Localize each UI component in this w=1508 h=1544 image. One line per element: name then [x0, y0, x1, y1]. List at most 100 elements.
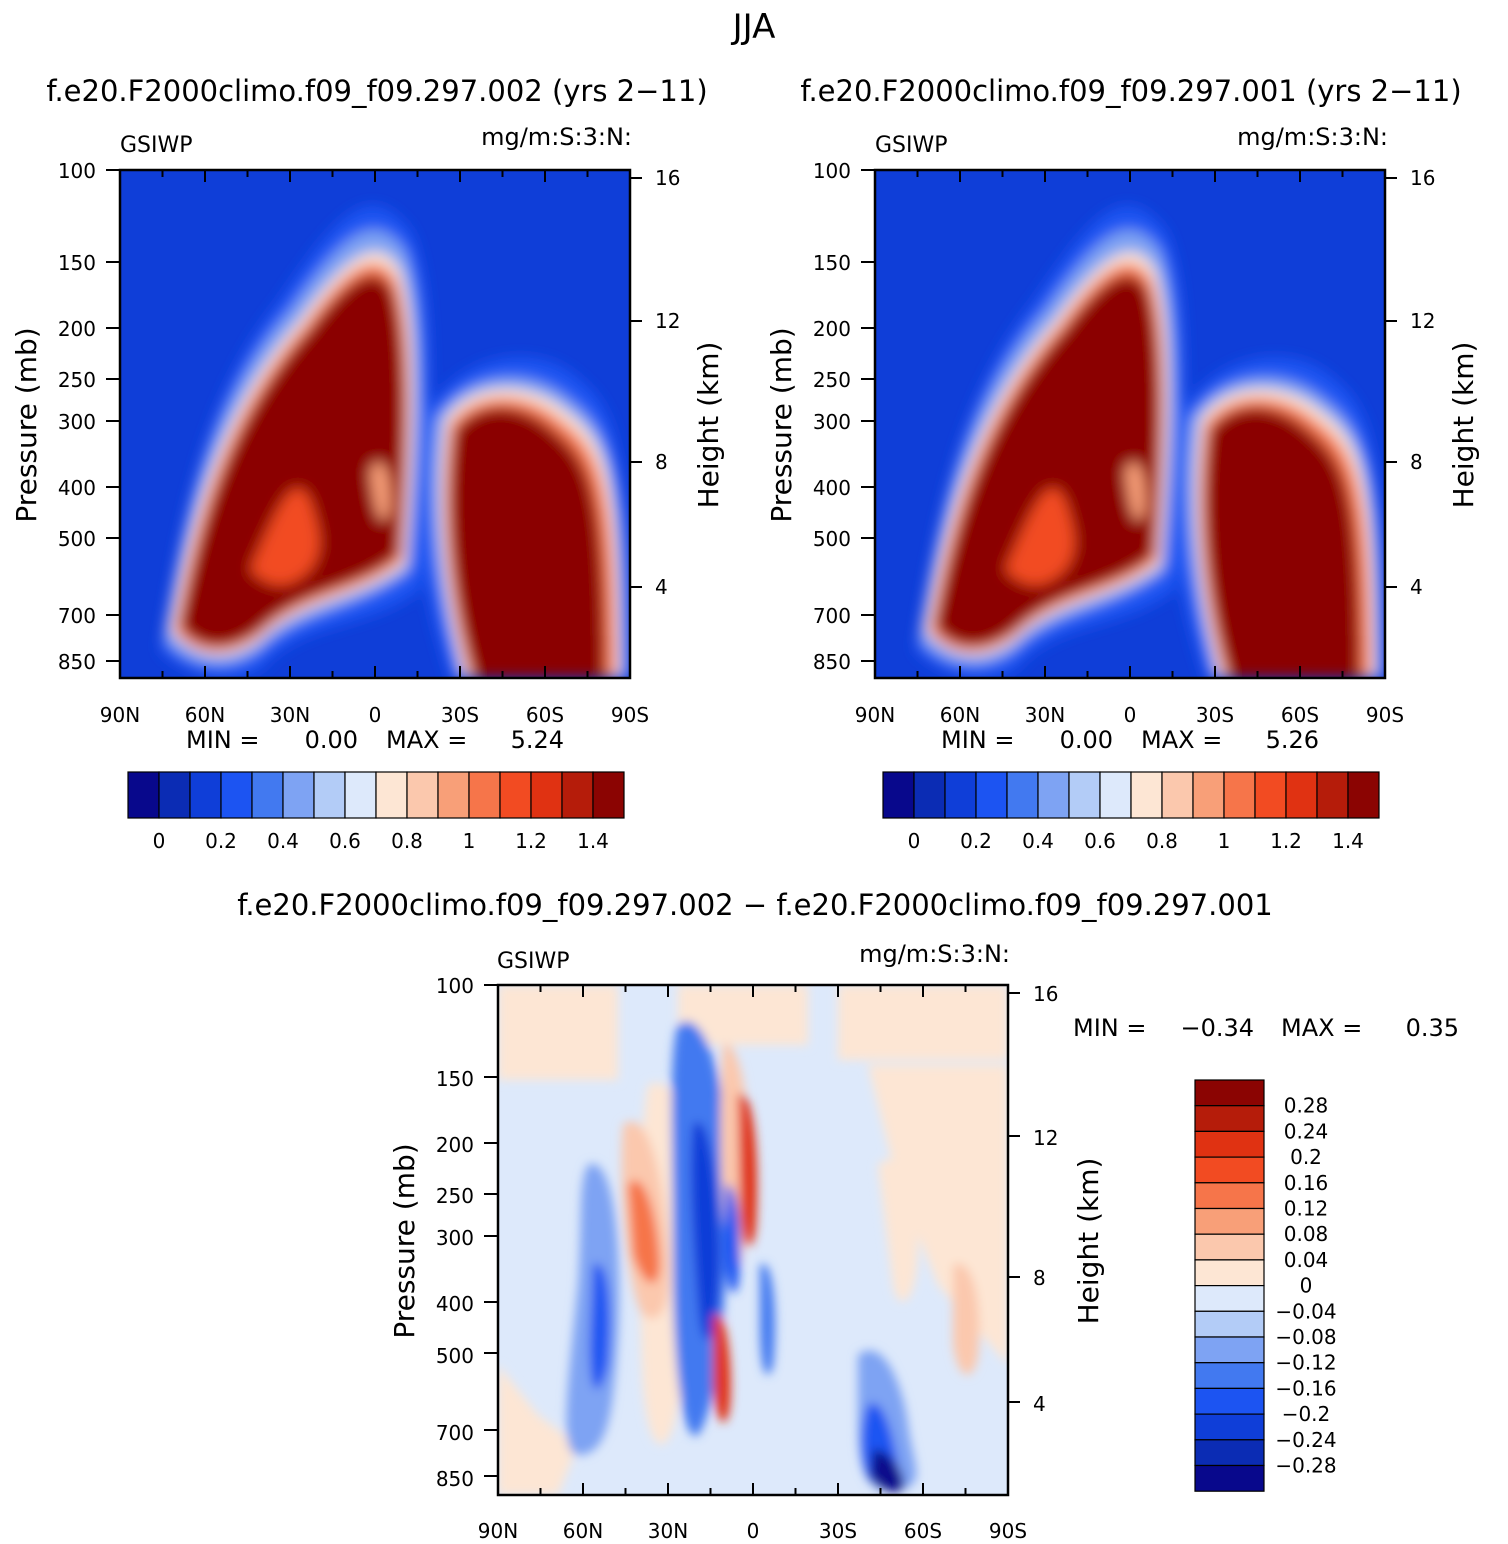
colorbar-swatch	[1194, 1105, 1265, 1132]
y-tick-label: 150	[436, 1067, 474, 1091]
colorbar-swatch	[313, 771, 346, 819]
contour-field	[498, 985, 1008, 1495]
colorbar-label: 0.28	[1284, 1094, 1329, 1118]
colorbar-swatch	[1068, 771, 1101, 819]
x-tick-label: 90N	[855, 703, 895, 727]
min-label: MIN =	[941, 726, 1014, 754]
colorbar-swatch	[499, 771, 532, 819]
colorbar-swatch	[1223, 771, 1256, 819]
colorbar-swatch	[282, 771, 315, 819]
y-tick-label: 100	[436, 974, 474, 998]
units-label: mg/m:S:3:N:	[1237, 123, 1388, 151]
colorbar-swatch	[189, 771, 222, 819]
colorbar-label: 0.24	[1284, 1119, 1329, 1143]
colorbar-swatch	[1194, 1079, 1265, 1107]
colorbar-swatch	[1194, 1362, 1265, 1389]
colorbar-label: 0.6	[329, 829, 361, 853]
max-value: 5.26	[1266, 726, 1319, 754]
y-tick-label: 150	[58, 251, 96, 275]
colorbar-label: 0.6	[1084, 829, 1116, 853]
colorbar-swatch	[344, 771, 377, 819]
colorbar-swatch	[975, 771, 1008, 819]
colorbar-swatch	[1254, 771, 1287, 819]
y-tick-label: 700	[58, 604, 96, 628]
x-axis: 90N 60N 30N 0 30S 60S 90S	[100, 703, 649, 727]
colorbar-swatch	[1130, 771, 1163, 819]
y2-tick-label: 16	[1033, 982, 1058, 1006]
x-tick-label: 0	[1124, 703, 1137, 727]
max-label: MAX =	[1281, 1014, 1362, 1042]
y-tick-label: 400	[58, 476, 96, 500]
x-tick-label: 60S	[526, 703, 564, 727]
colorbar-label: −0.16	[1275, 1376, 1336, 1400]
min-value: 0.00	[305, 726, 358, 754]
x-tick-label: 30S	[1196, 703, 1234, 727]
x-tick-label: 60S	[1281, 703, 1319, 727]
min-max-readout: MIN = 0.00 MAX = 5.24	[186, 726, 564, 754]
colorbar-label: 0.4	[1022, 829, 1054, 853]
colorbar-swatch	[561, 771, 594, 819]
y-axis-title: Pressure (mb)	[388, 1143, 421, 1338]
colorbar-label: −0.28	[1275, 1454, 1336, 1478]
y-tick-label: 850	[813, 650, 851, 674]
y-tick-label: 300	[813, 410, 851, 434]
y-tick-label: 250	[58, 368, 96, 392]
colorbar-swatch	[127, 771, 160, 819]
colorbar-label: 0	[1300, 1274, 1313, 1298]
colorbar-label: −0.12	[1275, 1351, 1336, 1375]
x-tick-label: 30N	[270, 703, 310, 727]
y-axis: 100 150 200 250 300 400 500 700 850 Pres…	[765, 159, 851, 674]
colorbar-swatch	[1037, 771, 1070, 819]
y-axis: 100 150 200 250 300 400 500 700 850 Pres…	[388, 974, 474, 1491]
panel-title: f.e20.F2000climo.f09_f09.297.002 − f.e20…	[237, 888, 1273, 922]
colorbar-label: 1.2	[1270, 829, 1302, 853]
colorbar-swatch	[1194, 1207, 1265, 1235]
tick-marks	[861, 169, 1397, 678]
x-tick-label: 0	[747, 1519, 760, 1543]
max-label: MAX =	[386, 726, 467, 754]
colorbar-label: 0.8	[391, 829, 423, 853]
x-tick-label: 90S	[611, 703, 649, 727]
colorbar-swatch	[913, 771, 946, 819]
y-tick-label: 400	[436, 1292, 474, 1316]
x-tick-label: 0	[369, 703, 382, 727]
x-tick-label: 60S	[904, 1519, 942, 1543]
colorbar-swatch	[1194, 1413, 1265, 1441]
colorbar-label: 0.12	[1284, 1197, 1329, 1221]
variable-label: GSIWP	[497, 949, 570, 974]
y-tick-label: 100	[813, 159, 851, 183]
colorbar-swatch	[1194, 1182, 1265, 1210]
y-axis: 100 150 200 250 300 400 500 700 850 Pres…	[10, 159, 96, 674]
colorbar: 0 0.2 0.4 0.6 0.8 1 1.2 1.4	[882, 771, 1380, 853]
x-tick-label: 30S	[441, 703, 479, 727]
season-title: JJA	[731, 7, 776, 47]
y-tick-label: 250	[436, 1184, 474, 1208]
colorbar-label: 1	[1218, 829, 1231, 853]
colorbar-swatch	[1194, 1156, 1265, 1184]
contour-field	[875, 170, 1385, 678]
y-tick-label: 850	[436, 1467, 474, 1491]
y2-tick-label: 8	[655, 450, 668, 474]
y2-tick-label: 4	[655, 575, 668, 599]
y2-axis-title: Height (km)	[692, 342, 725, 509]
colorbar-swatch	[158, 771, 191, 819]
min-label: MIN =	[1073, 1014, 1146, 1042]
x-tick-label: 90N	[100, 703, 140, 727]
colorbar-label: 1.2	[515, 829, 547, 853]
colorbar-label: 0.16	[1284, 1171, 1329, 1195]
colorbar-swatch	[1194, 1464, 1265, 1492]
y2-axis: 16 12 8 4 Height (km)	[655, 166, 725, 599]
variable-label: GSIWP	[120, 133, 193, 158]
colorbar-label: −0.08	[1275, 1325, 1336, 1349]
colorbar-swatch	[1285, 771, 1318, 819]
x-tick-label: 60N	[940, 703, 980, 727]
y-tick-label: 400	[813, 476, 851, 500]
panel-control-run: f.e20.F2000climo.f09_f09.297.002 (yrs 2−…	[10, 74, 725, 853]
panel-title: f.e20.F2000climo.f09_f09.297.001 (yrs 2−…	[800, 74, 1461, 108]
colorbar: 0 0.2 0.4 0.6 0.8 1 1.2 1.4	[127, 771, 625, 853]
colorbar-swatch	[1194, 1336, 1265, 1364]
colorbar: 0.280.240.20.160.120.080.040−0.04−0.08−0…	[1194, 1079, 1337, 1492]
colorbar-swatch	[1194, 1130, 1265, 1158]
colorbar-swatch	[1194, 1387, 1265, 1415]
min-label: MIN =	[186, 726, 259, 754]
